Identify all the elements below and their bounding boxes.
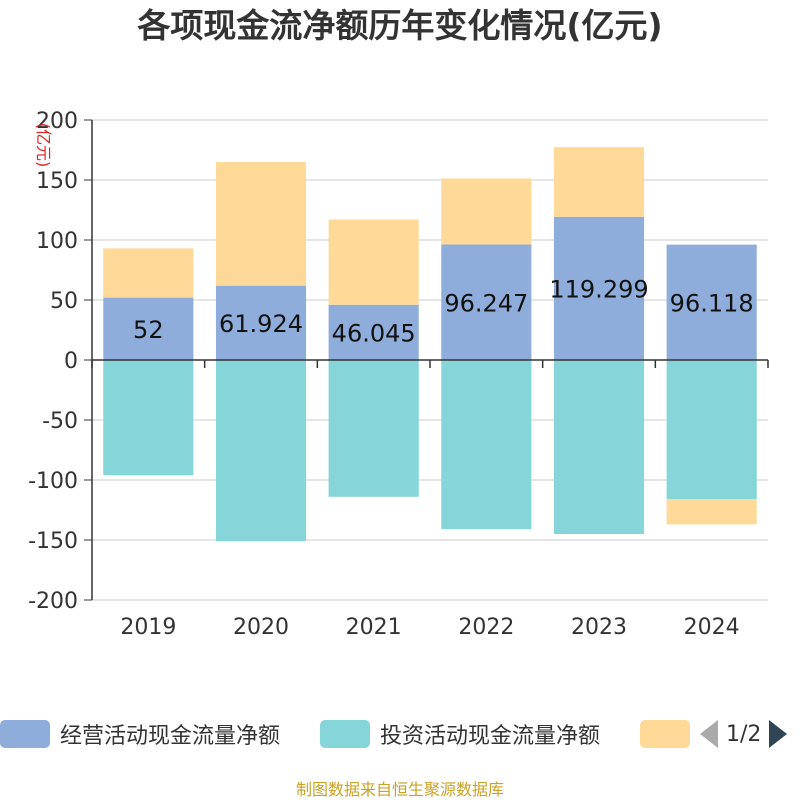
bar-3-2022 bbox=[441, 178, 532, 245]
data-label: 119.299 bbox=[549, 275, 648, 303]
chevron-left-icon[interactable] bbox=[700, 720, 718, 748]
x-tick-label: 2024 bbox=[684, 615, 740, 640]
chart: 200 150 100 50 0 -50 -100 -150 -200 52 61.924 46.04… bbox=[28, 109, 769, 640]
bar-2-2019 bbox=[103, 360, 194, 476]
bar-1-2020 bbox=[215, 285, 307, 360]
legend-item-operating[interactable]: 经营活动现金流量净额 bbox=[0, 716, 280, 752]
chart-title: 各项现金流净额历年变化情况(亿元) bbox=[137, 6, 663, 45]
legend-page-indicator: 1/2 bbox=[726, 721, 762, 747]
legend-pager: 1/2 bbox=[700, 716, 788, 752]
x-tick-label: 2021 bbox=[346, 615, 402, 640]
bar-1-2019 bbox=[103, 297, 194, 360]
legend-swatch-operating bbox=[0, 720, 50, 748]
data-label: 96.118 bbox=[670, 289, 754, 317]
bar-1-2023 bbox=[553, 216, 645, 360]
bar-3-2021 bbox=[328, 219, 419, 305]
bar-2-2020 bbox=[215, 360, 307, 542]
x-tick-label: 2020 bbox=[233, 615, 289, 640]
y-tick-label: -200 bbox=[28, 589, 78, 614]
y-unit-label: (亿元) bbox=[34, 123, 53, 168]
y-tick-label: 50 bbox=[50, 289, 78, 314]
data-source-note: 制图数据来自恒生聚源数据库 bbox=[295, 780, 504, 799]
legend-swatch-financing bbox=[640, 720, 690, 748]
legend-item-financing[interactable] bbox=[640, 716, 690, 752]
data-label: 96.247 bbox=[444, 289, 528, 317]
legend: 经营活动现金流量净额 投资活动现金流量净额 1/2 bbox=[0, 716, 800, 752]
legend-label-investing: 投资活动现金流量净额 bbox=[380, 724, 601, 749]
legend-item-investing[interactable]: 投资活动现金流量净额 bbox=[320, 716, 600, 752]
bar-2-2022 bbox=[441, 360, 532, 530]
chevron-right-icon[interactable] bbox=[769, 720, 788, 748]
legend-label-operating: 经营活动现金流量净额 bbox=[60, 724, 281, 749]
bar-3-2023 bbox=[553, 147, 645, 217]
y-tick-label: -150 bbox=[28, 529, 78, 554]
bar-1-2022 bbox=[441, 244, 532, 360]
bar-2-2021 bbox=[328, 360, 419, 497]
y-tick-label: -100 bbox=[28, 469, 78, 494]
bar-1-2024 bbox=[666, 244, 757, 360]
y-tick-label: 100 bbox=[36, 229, 78, 254]
bar-2-2024 bbox=[666, 360, 757, 500]
x-tick-label: 2019 bbox=[120, 615, 176, 640]
legend-swatch-investing bbox=[320, 720, 370, 748]
data-label: 61.924 bbox=[219, 310, 303, 338]
data-label: 46.045 bbox=[332, 319, 416, 347]
bar-3-2020 bbox=[215, 162, 307, 286]
bar-3-2019 bbox=[103, 248, 194, 298]
y-tick-label: -50 bbox=[42, 409, 78, 434]
y-tick-label: 0 bbox=[64, 349, 78, 374]
bar-1-2021 bbox=[328, 304, 419, 360]
bar-2-2023 bbox=[553, 360, 645, 534]
x-tick-label: 2022 bbox=[458, 615, 514, 640]
y-tick-label: 200 bbox=[36, 109, 78, 134]
x-tick-label: 2023 bbox=[571, 615, 627, 640]
bar-3-2024 bbox=[666, 499, 757, 525]
y-tick-label: 150 bbox=[36, 169, 78, 194]
data-label: 52 bbox=[133, 316, 164, 344]
